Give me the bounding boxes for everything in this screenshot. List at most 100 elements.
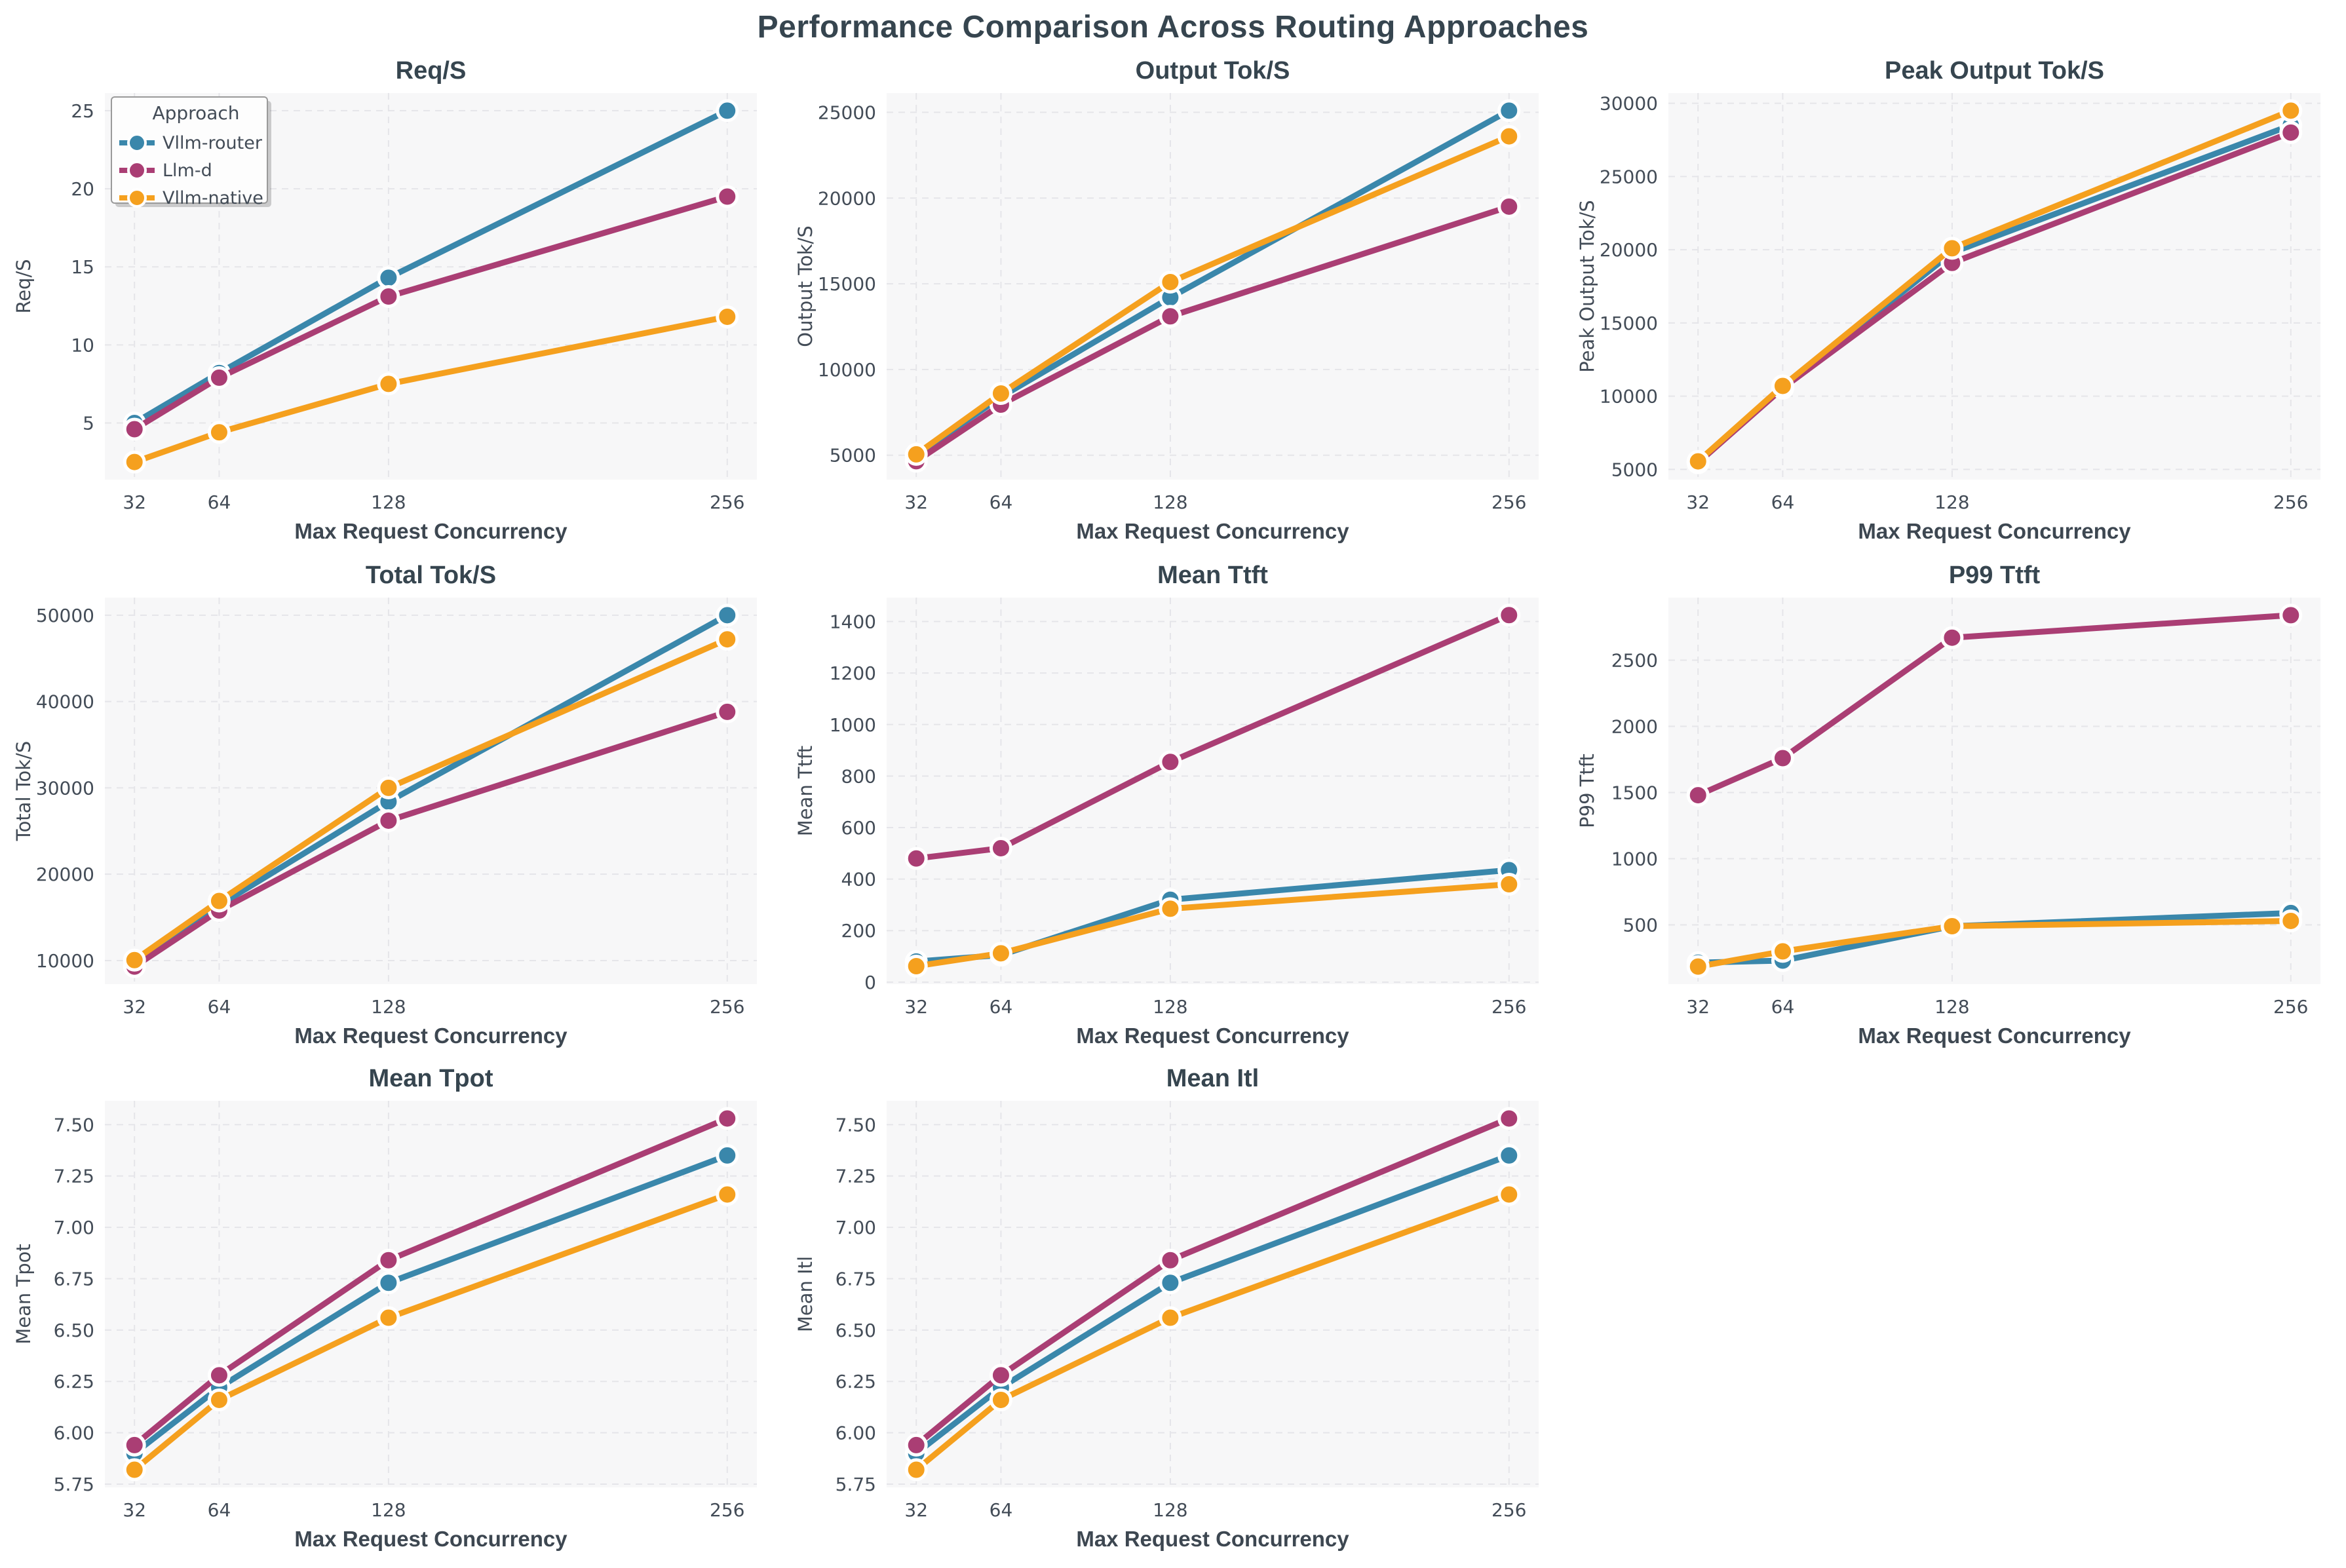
x-tick-label: 256: [1491, 491, 1526, 513]
chart-title: Mean Tpot: [369, 1065, 493, 1092]
data-point-llm-d: [716, 1107, 739, 1130]
y-tick-label: 7.25: [836, 1166, 876, 1187]
y-tick-label: 6.75: [836, 1268, 876, 1290]
y-tick-label: 25000: [818, 102, 876, 123]
data-point-vllm-native: [2279, 99, 2303, 123]
y-tick-label: 5.75: [836, 1474, 876, 1495]
chart-title: Output Tok/S: [1136, 57, 1290, 85]
data-point-vllm-native: [1686, 955, 1710, 978]
series-line-llm-d: [131, 1115, 731, 1448]
series-line-llm-d: [913, 203, 1512, 465]
series-line-vllm-native: [913, 133, 1512, 457]
x-axis-label: Max Request Concurrency: [1076, 1023, 1349, 1048]
x-tick-label: 32: [123, 996, 146, 1018]
chart-canvas-mean-tpot: Mean Tpot 5.75 6.00 6.25 6.50 6.75 7.00 7.25 7.5…: [12, 1065, 757, 1551]
y-tick-label: 800: [841, 765, 876, 787]
chart-mean-itl: Mean Itl 5.75 6.00 6.25 6.50 6.75 7.00 7.25 7.50…: [788, 1060, 1555, 1558]
data-point-llm-d: [716, 185, 739, 208]
data-point-llm-d: [904, 1433, 928, 1457]
data-point-vllm-native: [1497, 872, 1521, 896]
y-tick-label: 6.25: [54, 1371, 94, 1392]
y-tick-label: 20000: [818, 187, 876, 209]
y-tick-label: 15: [71, 256, 94, 278]
data-point-vllm-native: [904, 954, 928, 978]
y-tick-label: 500: [1623, 915, 1658, 936]
legend-entry-vllm-router: Vllm-router: [163, 133, 263, 153]
data-point-vllm-native: [1497, 124, 1521, 148]
chart-canvas-req-s: Req/S 5 10 15 20 25 32 64 128 256 Max Request Conc…: [12, 57, 757, 543]
x-tick-label: 32: [1686, 996, 1710, 1018]
y-tick-label: 30000: [1600, 93, 1658, 115]
data-point-llm-d: [1159, 305, 1182, 328]
data-point-llm-d: [1159, 750, 1182, 774]
y-axis-label: Mean Ttft: [794, 746, 817, 836]
series-line-llm-d: [131, 193, 731, 432]
y-axis-label: Output Tok/S: [794, 225, 817, 347]
data-point-vllm-native: [904, 1458, 928, 1482]
y-tick-label: 200: [841, 920, 876, 942]
series-line-vllm-native: [131, 313, 731, 465]
y-tick-label: 400: [841, 869, 876, 890]
chart-title: P99 Ttft: [1949, 562, 2041, 589]
y-tick-label: 50000: [36, 605, 94, 626]
data-point-llm-d: [377, 1248, 400, 1272]
chart-total-tok-s: Total Tok/S 10000 20000 30000 40000 50000 32 64…: [7, 557, 773, 1054]
data-point-vllm-router: [377, 1271, 400, 1295]
data-point-llm-d: [1940, 626, 1964, 649]
y-tick-label: 5000: [830, 445, 876, 467]
chart-canvas-mean-itl: Mean Itl 5.75 6.00 6.25 6.50 6.75 7.00 7.25 7.50…: [794, 1065, 1539, 1551]
data-point-llm-d: [1686, 784, 1710, 807]
x-tick-label: 128: [1153, 1499, 1187, 1521]
y-tick-label: 10000: [1600, 386, 1658, 408]
series-line-vllm-router: [131, 107, 731, 427]
legend-marker-vllm-router: [127, 133, 147, 153]
data-point-vllm-native: [904, 442, 928, 466]
legend-entry-vllm-native: Vllm-native: [163, 188, 263, 208]
data-point-vllm-router: [377, 266, 400, 290]
data-point-vllm-native: [1497, 1183, 1521, 1206]
data-point-vllm-native: [1159, 897, 1182, 921]
y-tick-label: 5: [83, 413, 94, 434]
y-axis-label: P99 Ttft: [1576, 754, 1598, 828]
legend-marker-llm-d: [127, 161, 147, 180]
data-point-llm-d: [1497, 1107, 1521, 1130]
data-point-vllm-native: [716, 628, 739, 651]
x-tick-label: 256: [2273, 996, 2308, 1018]
data-point-vllm-native: [716, 1183, 739, 1206]
x-tick-label: 256: [1491, 1499, 1526, 1521]
x-axis-label: Max Request Concurrency: [1858, 519, 2131, 543]
y-axis-label: Mean Tpot: [12, 1244, 35, 1344]
x-tick-label: 64: [990, 1499, 1013, 1521]
data-point-vllm-native: [2279, 909, 2303, 932]
x-axis-label: Max Request Concurrency: [1076, 519, 1349, 543]
data-point-llm-d: [207, 1364, 231, 1387]
y-tick-label: 7.00: [836, 1217, 876, 1238]
data-point-vllm-native: [207, 421, 231, 444]
data-point-vllm-native: [1159, 270, 1182, 294]
x-tick-label: 64: [1771, 491, 1795, 513]
data-point-vllm-native: [377, 1306, 400, 1329]
y-tick-label: 1500: [1611, 782, 1658, 804]
y-tick-label: 15000: [818, 273, 876, 295]
chart-title: Peak Output Tok/S: [1885, 57, 2104, 85]
chart-title: Mean Ttft: [1157, 562, 1268, 589]
x-axis-label: Max Request Concurrency: [294, 1023, 567, 1048]
legend-box: [111, 96, 268, 204]
y-axis-label: Req/S: [12, 259, 35, 313]
legend-entry-llm-d: Llm-d: [163, 161, 212, 181]
x-tick-label: 128: [1934, 491, 1969, 513]
y-tick-label: 2500: [1611, 650, 1658, 672]
y-axis-label: Peak Output Tok/S: [1576, 200, 1598, 373]
data-point-vllm-native: [989, 942, 1012, 965]
chart-p99-ttft: P99 Ttft 500 1000 1500 2000 2500 32 64 128 256 Max…: [1570, 557, 2337, 1054]
x-tick-label: 64: [208, 996, 231, 1018]
y-tick-label: 6.25: [836, 1371, 876, 1392]
x-tick-label: 32: [1686, 491, 1710, 513]
y-tick-label: 10000: [36, 950, 94, 972]
y-tick-label: 0: [864, 972, 876, 993]
data-point-llm-d: [1497, 195, 1521, 218]
y-tick-label: 5000: [1611, 459, 1658, 480]
y-tick-label: 6.75: [54, 1268, 94, 1290]
y-axis-label: Total Tok/S: [12, 741, 35, 841]
